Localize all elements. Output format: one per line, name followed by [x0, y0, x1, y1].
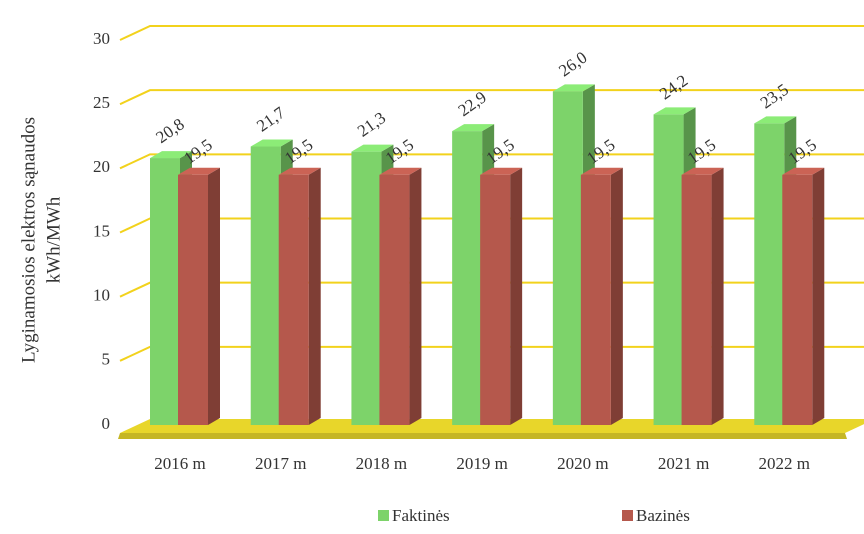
bar-top [278, 167, 321, 175]
value-label: 23,5 [757, 80, 792, 113]
bar [681, 174, 712, 425]
bar [480, 174, 511, 425]
bar-top [552, 84, 595, 92]
value-label: 20,8 [152, 114, 187, 147]
bar-side [208, 167, 220, 425]
bar [580, 174, 611, 425]
grid-line [119, 153, 864, 170]
bar-top [351, 144, 394, 152]
bar [178, 174, 208, 425]
y-axis-label: kWh/MWh [43, 196, 64, 283]
y-tick-label: 30 [93, 29, 110, 48]
x-tick-label: 2017 m [255, 454, 306, 473]
bar-side [510, 167, 523, 425]
grid-line [119, 25, 864, 41]
x-tick-label: 2018 m [356, 454, 407, 473]
bar [150, 158, 180, 426]
bar-top [178, 167, 220, 175]
bar-side [409, 167, 422, 425]
x-tick-label: 2019 m [456, 454, 507, 473]
bar [782, 174, 813, 425]
y-tick-label: 0 [102, 414, 111, 433]
bar-top [480, 167, 523, 175]
bar-side [610, 167, 623, 425]
legend-label: Faktinės [392, 506, 450, 525]
y-tick-label: 10 [93, 286, 110, 305]
bar-top [754, 116, 797, 124]
bar [379, 174, 410, 425]
x-tick-label: 2022 m [759, 454, 810, 473]
value-label: 21,7 [253, 103, 289, 136]
bar [452, 131, 483, 425]
bar [754, 123, 785, 426]
bar-top [379, 167, 422, 175]
legend-label: Bazinės [636, 506, 690, 525]
bar-side [812, 167, 825, 425]
y-tick-label: 15 [93, 221, 110, 240]
bar-top [250, 139, 293, 147]
value-label: 26,0 [555, 48, 590, 81]
bar-top [653, 107, 696, 115]
y-tick-label: 25 [93, 93, 110, 112]
grid-line [119, 89, 864, 106]
floor [118, 433, 847, 439]
y-axis-label: Lyginamosios elektros sąnaudos [18, 117, 39, 363]
bar-top [782, 167, 825, 175]
bar-top [580, 167, 623, 175]
bar [552, 91, 583, 425]
value-label: 24,2 [656, 71, 691, 104]
x-tick-label: 2016 m [154, 454, 205, 473]
bar [250, 146, 281, 425]
bar [278, 174, 309, 425]
bar-top [452, 124, 495, 132]
y-tick-label: 5 [102, 350, 111, 369]
bar-side [711, 167, 724, 425]
bar-top [681, 167, 724, 175]
y-tick-label: 20 [93, 157, 110, 176]
value-label: 22,9 [455, 87, 490, 120]
bar [351, 151, 382, 425]
bar-side [308, 167, 321, 425]
x-tick-label: 2020 m [557, 454, 608, 473]
x-tick-label: 2021 m [658, 454, 709, 473]
legend-swatch [622, 510, 633, 521]
bar [653, 114, 684, 425]
bar-top [150, 151, 192, 159]
value-label: 21,3 [354, 108, 389, 141]
legend-swatch [378, 510, 389, 521]
